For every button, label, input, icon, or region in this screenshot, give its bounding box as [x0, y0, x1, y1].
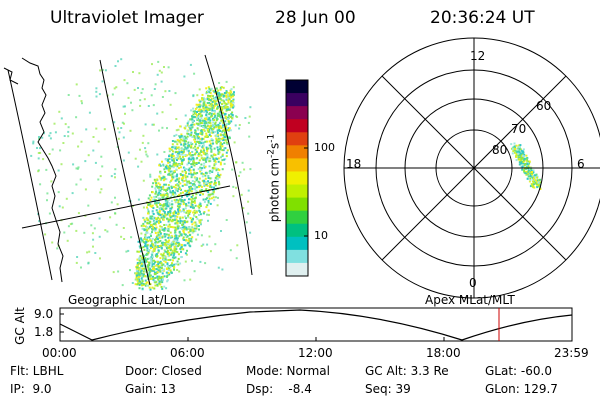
latitude-line: [21, 185, 231, 229]
instrument-title: Ultraviolet Imager: [50, 8, 204, 28]
colorbar-stripe: [286, 93, 308, 107]
xtick-2359: 23:59: [554, 346, 589, 360]
xtick-1200: 12:00: [298, 346, 333, 360]
unit-base: photon cm: [267, 157, 282, 223]
colorbar-tick-100: 100: [314, 141, 335, 154]
clock-label-0: 0: [469, 276, 477, 290]
colorbar-stripe: [286, 158, 308, 172]
colorbar-stripe: [286, 184, 308, 199]
unit-s: s: [267, 142, 282, 149]
footer-seq: Seq: 39: [365, 382, 411, 396]
colorbar-stripe: [286, 249, 308, 264]
geographic-caption: Geographic Lat/Lon: [68, 293, 186, 307]
aurora-emission-pixels-geo: [30, 58, 252, 291]
colorbar: [285, 79, 309, 277]
longitude-line: [99, 59, 151, 286]
altitude-ylabel: GC Alt: [13, 307, 27, 345]
colorbar-stripe: [286, 80, 308, 94]
unit-exp-cm: -2: [266, 148, 277, 158]
altitude-curve: [59, 309, 573, 341]
colorbar-stripe: [286, 145, 308, 159]
lat-label-60: 60: [536, 99, 552, 113]
longitude-line: [7, 69, 53, 281]
footer-glon: GLon: 129.7: [485, 382, 558, 396]
altitude-plot: [59, 307, 573, 342]
colorbar-stripe: [286, 132, 308, 146]
clock-label-18: 18: [346, 157, 362, 171]
clock-label-6: 6: [577, 157, 585, 171]
xtick-1800: 18:00: [426, 346, 461, 360]
colorbar-stripe: [286, 171, 308, 186]
colorbar-stripe: [286, 119, 308, 133]
footer-dsp: Dsp: -8.4: [246, 382, 312, 396]
lat-label-80: 80: [492, 143, 508, 157]
geographic-image-panel: [3, 54, 253, 291]
xtick-0600: 06:00: [170, 346, 205, 360]
footer-gain: Gain: 13: [125, 382, 176, 396]
unit-exp-s: -1: [266, 133, 277, 143]
colorbar-stripe: [286, 197, 308, 212]
aurora-emission-pixels-polar: [510, 142, 542, 190]
xtick-0000: 00:00: [42, 346, 77, 360]
time-label: 20:36:24 UT: [430, 8, 535, 28]
colorbar-stripe: [286, 223, 308, 238]
colorbar-stripe: [286, 236, 308, 251]
colorbar-unit-label: photon cm-2s-1: [266, 133, 282, 223]
date-label: 28 Jun 00: [275, 8, 356, 28]
colorbar-stripe: [286, 262, 308, 277]
coastline: [21, 57, 64, 283]
footer-glat: GLat: -60.0: [485, 364, 552, 378]
longitude-line: [204, 54, 253, 276]
footer-mode: Mode: Normal: [246, 364, 330, 378]
lat-label-70: 70: [511, 122, 527, 136]
footer-door: Door: Closed: [125, 364, 202, 378]
footer-filter: Flt: LBHL: [10, 364, 64, 378]
colorbar-tick-10: 10: [314, 229, 328, 242]
apex-caption: Apex MLat/MLT: [425, 293, 515, 307]
altitude-ytick-1-8: 1.8: [34, 325, 54, 339]
polar-plot: [343, 37, 600, 299]
altitude-ytick-9: 9.0: [34, 307, 54, 321]
colorbar-stripe: [286, 210, 308, 225]
footer-gc-alt: GC Alt: 3.3 Re: [365, 364, 449, 378]
clock-label-12: 12: [470, 49, 486, 63]
footer-ip: IP: 9.0: [10, 382, 52, 396]
colorbar-stripe: [286, 106, 308, 120]
